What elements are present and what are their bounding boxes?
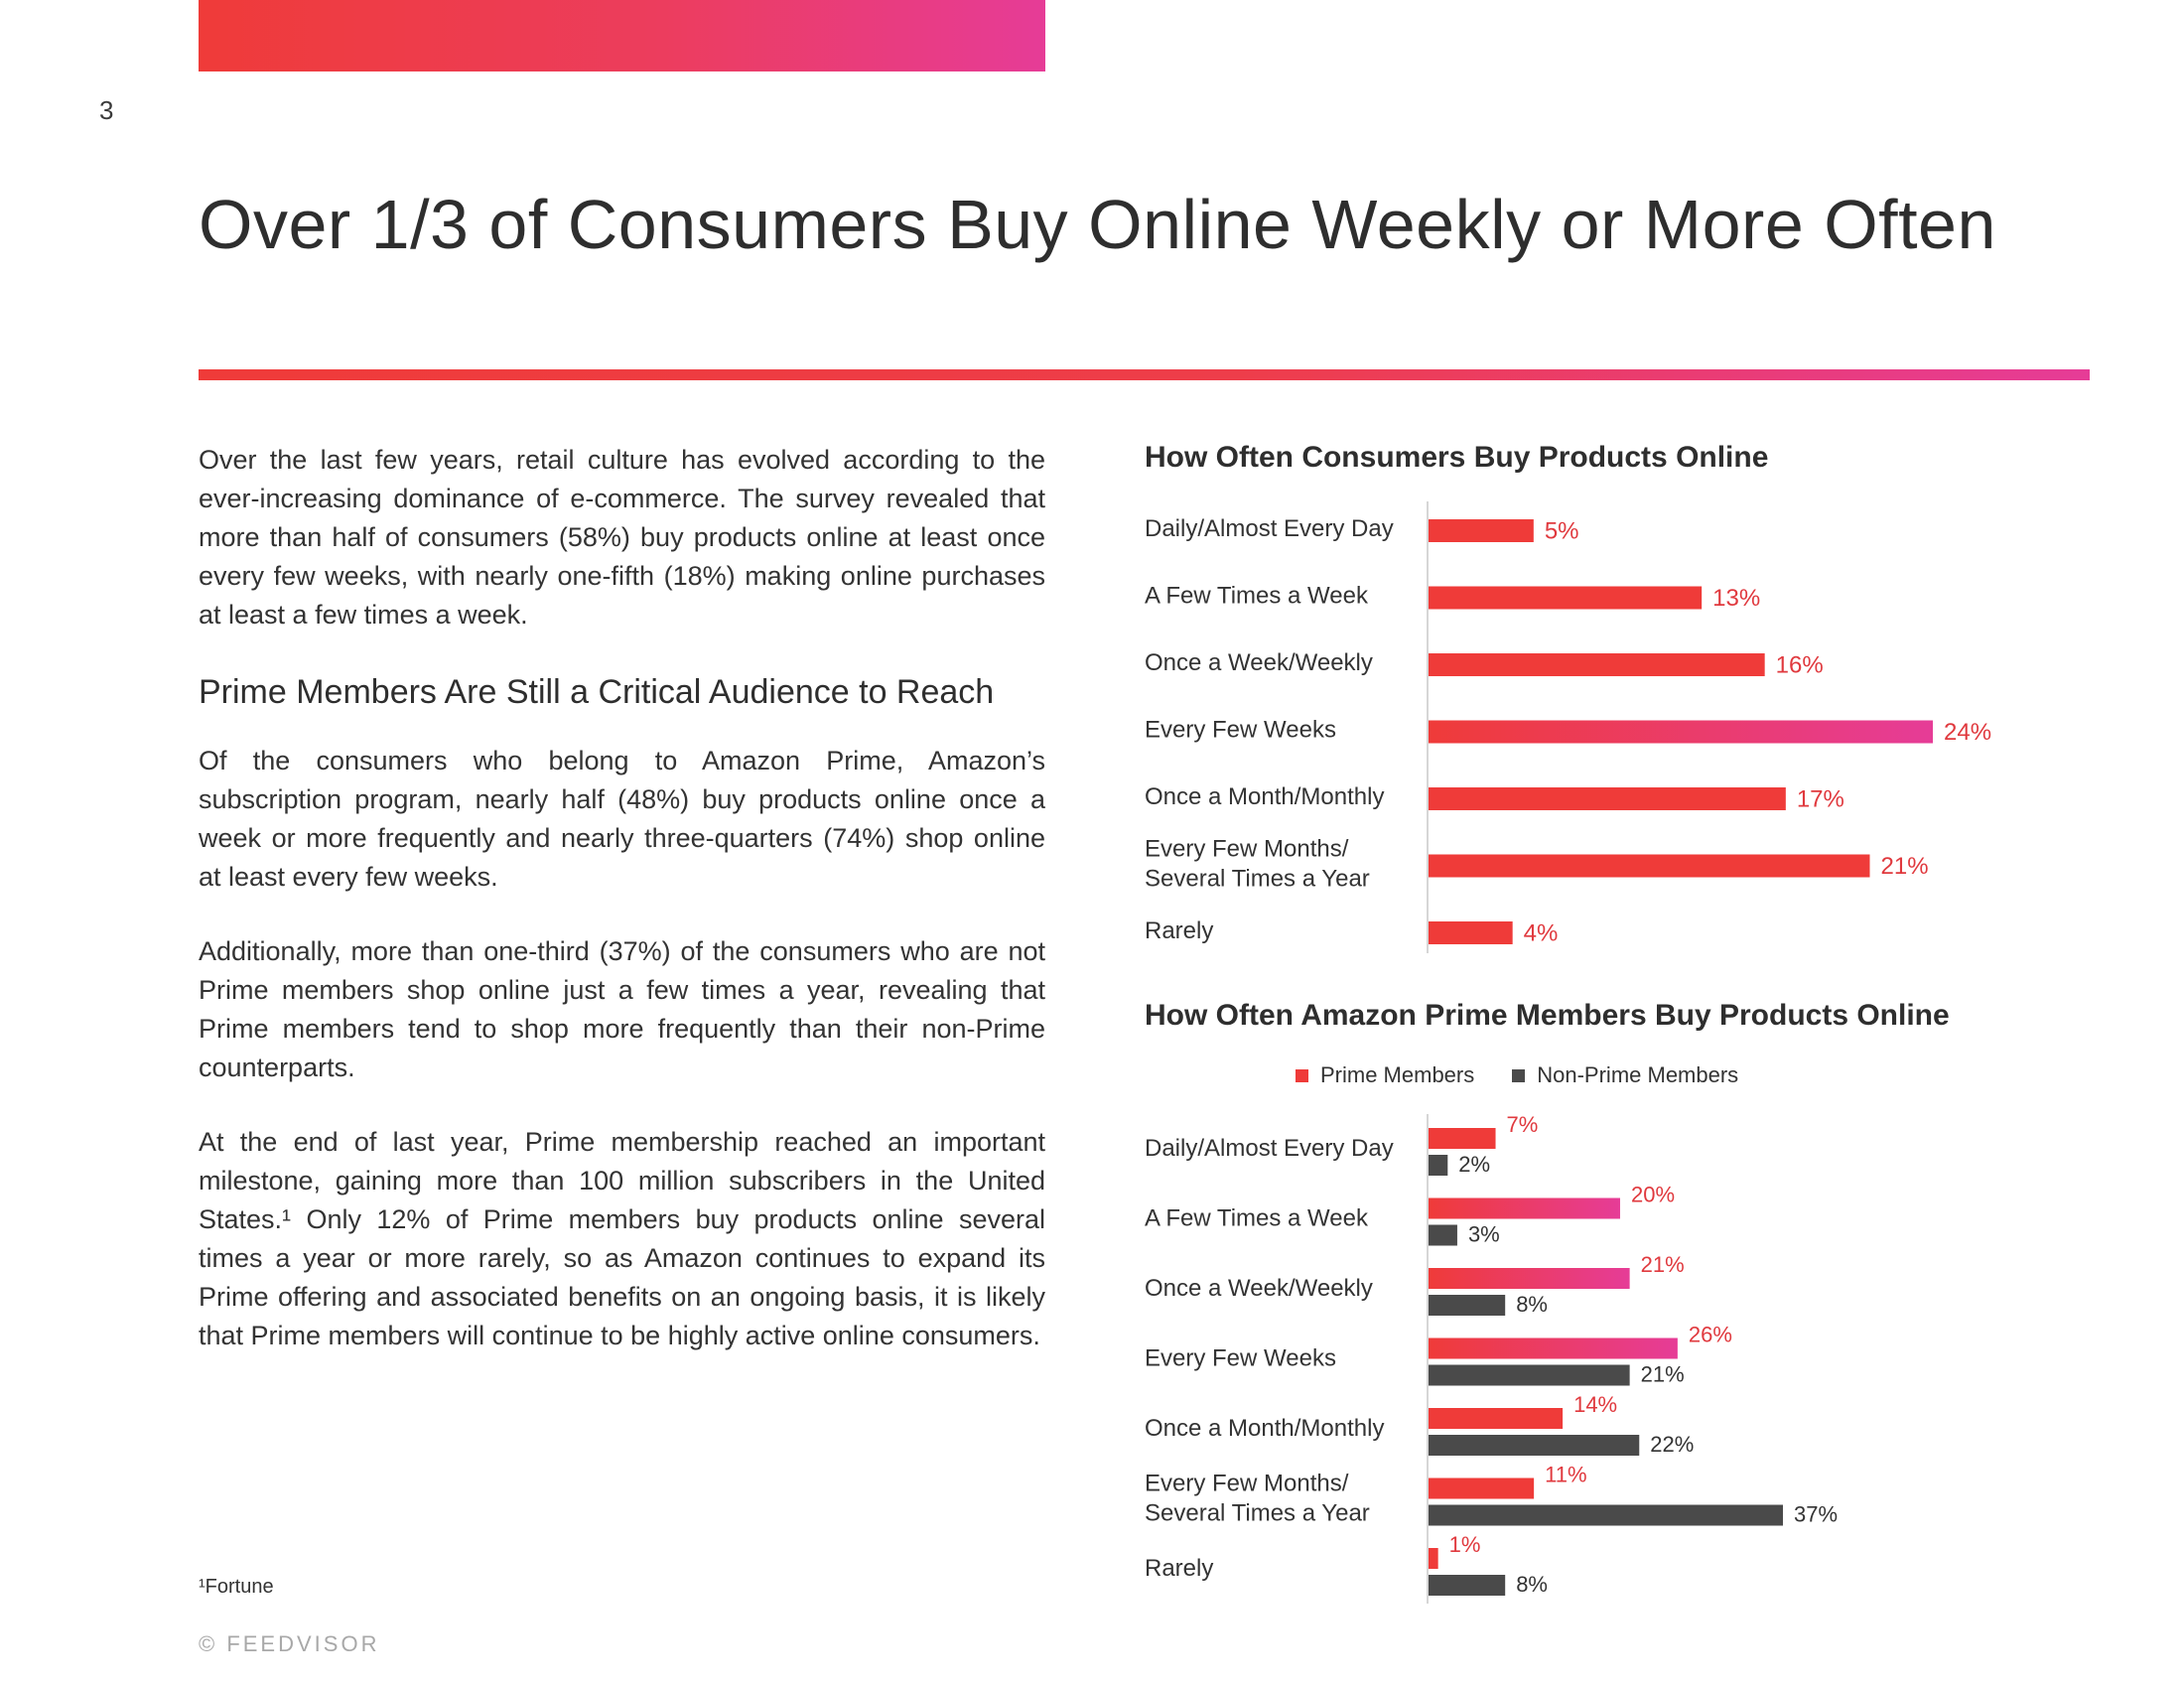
- chart2-non-prime-bar-6: [1429, 1575, 1506, 1596]
- chart1-bar-4: [1429, 787, 1786, 810]
- copyright: © FEEDVISOR: [199, 1631, 380, 1656]
- chart2-non-prime-value-label-0: 2%: [1458, 1152, 1490, 1177]
- chart1-bar-2: [1429, 653, 1765, 676]
- chart2-prime-value-label-2: 21%: [1641, 1252, 1685, 1277]
- chart2-non-prime-bar-4: [1429, 1435, 1640, 1456]
- chart2-non-prime-bar-2: [1429, 1295, 1506, 1316]
- chart2-category-label-6: Rarely: [1145, 1555, 1213, 1582]
- chart2-category-label-3: Every Few Weeks: [1145, 1345, 1336, 1372]
- chart2-category-label-1: A Few Times a Week: [1145, 1205, 1369, 1232]
- chart2-prime-value-label-6: 1%: [1449, 1532, 1481, 1557]
- chart2-non-prime-value-label-5: 37%: [1794, 1501, 1838, 1526]
- body-text-column: Over the last few years, retail culture …: [199, 441, 1045, 1391]
- chart2-title: How Often Amazon Prime Members Buy Produ…: [1145, 999, 1950, 1032]
- chart2-category-label-5: Every Few Months/Several Times a Year: [1145, 1471, 1370, 1527]
- legend-swatch-prime: [1296, 1068, 1308, 1082]
- chart1-title: How Often Consumers Buy Products Online: [1145, 441, 1769, 474]
- chart1-bar-5: [1429, 854, 1870, 878]
- chart1-value-label-0: 5%: [1545, 517, 1579, 544]
- chart2-non-prime-bar-1: [1429, 1224, 1457, 1246]
- intro-paragraph: Over the last few years, retail culture …: [199, 445, 1045, 630]
- legend-label-non-prime: Non-Prime Members: [1537, 1062, 1739, 1087]
- non-prime-paragraph: Additionally, more than one-third (37%) …: [199, 936, 1045, 1082]
- chart1-bar-0: [1429, 519, 1534, 542]
- chart1-value-label-3: 24%: [1944, 719, 1991, 746]
- prime-paragraph: Of the consumers who belong to Amazon Pr…: [199, 746, 1045, 892]
- chart2-category-label-2: Once a Week/Weekly: [1145, 1275, 1373, 1302]
- chart1-value-label-1: 13%: [1712, 585, 1760, 612]
- chart2-non-prime-bar-0: [1429, 1155, 1448, 1176]
- chart2-prime-bar-3: [1429, 1337, 1678, 1359]
- chart1-category-label-6: Rarely: [1145, 917, 1213, 944]
- chart2-prime-value-label-3: 26%: [1689, 1322, 1732, 1346]
- chart1-value-label-5: 21%: [1881, 853, 1929, 880]
- chart2-prime-value-label-4: 14%: [1573, 1392, 1617, 1417]
- top-accent-bar: [199, 0, 1045, 71]
- title-divider: [199, 369, 2090, 380]
- legend-label-prime: Prime Members: [1320, 1062, 1475, 1087]
- chart2-prime-bar-4: [1429, 1408, 1564, 1429]
- chart1-bar-1: [1429, 586, 1703, 610]
- chart2-prime-value-label-5: 11%: [1545, 1462, 1586, 1486]
- chart2-non-prime-value-label-6: 8%: [1516, 1572, 1548, 1597]
- chart2-non-prime-value-label-2: 8%: [1516, 1292, 1548, 1317]
- chart2-prime-bar-6: [1429, 1548, 1438, 1569]
- chart1-value-label-4: 17%: [1797, 785, 1844, 812]
- page-number: 3: [99, 95, 114, 125]
- footnote: ¹Fortune: [199, 1576, 274, 1598]
- chart2-legend: Prime Members Non-Prime Members: [1296, 1062, 1738, 1088]
- chart1-category-label-4: Once a Month/Monthly: [1145, 783, 1384, 810]
- chart1-category-label-0: Daily/Almost Every Day: [1145, 515, 1394, 542]
- chart2-non-prime-bar-3: [1429, 1364, 1630, 1386]
- chart1-bar-6: [1429, 921, 1513, 944]
- chart2-prime-bar-0: [1429, 1128, 1496, 1149]
- legend-item-non-prime: Non-Prime Members: [1512, 1062, 1738, 1088]
- chart1-value-label-2: 16%: [1776, 651, 1824, 678]
- chart2-prime-value-label-1: 20%: [1631, 1182, 1675, 1206]
- chart2-prime-value-label-0: 7%: [1507, 1112, 1539, 1137]
- chart1-bar-3: [1429, 720, 1933, 744]
- chart1-value-label-6: 4%: [1524, 919, 1559, 946]
- section-subheading: Prime Members Are Still a Critical Audie…: [199, 673, 995, 711]
- milestone-paragraph: At the end of last year, Prime membershi…: [199, 1127, 1045, 1350]
- chart1-category-label-3: Every Few Weeks: [1145, 717, 1336, 744]
- chart2-non-prime-value-label-1: 3%: [1468, 1221, 1500, 1246]
- chart1-category-label-1: A Few Times a Week: [1145, 583, 1369, 610]
- chart2-non-prime-value-label-3: 21%: [1641, 1361, 1685, 1386]
- page-title: Over 1/3 of Consumers Buy Online Weekly …: [199, 186, 1996, 263]
- chart2-prime-bar-2: [1429, 1268, 1630, 1289]
- chart2-prime-bar-1: [1429, 1197, 1620, 1219]
- legend-item-prime: Prime Members: [1296, 1062, 1474, 1088]
- chart2-non-prime-bar-5: [1429, 1504, 1783, 1526]
- chart2-category-label-4: Once a Month/Monthly: [1145, 1415, 1384, 1442]
- legend-swatch-non-prime: [1512, 1068, 1526, 1082]
- chart2-non-prime-value-label-4: 22%: [1650, 1432, 1694, 1457]
- chart1-category-label-2: Once a Week/Weekly: [1145, 649, 1373, 676]
- chart1-category-label-5: Every Few Months/Several Times a Year: [1145, 836, 1370, 893]
- chart2-category-label-0: Daily/Almost Every Day: [1145, 1135, 1394, 1162]
- chart2-prime-bar-5: [1429, 1477, 1535, 1499]
